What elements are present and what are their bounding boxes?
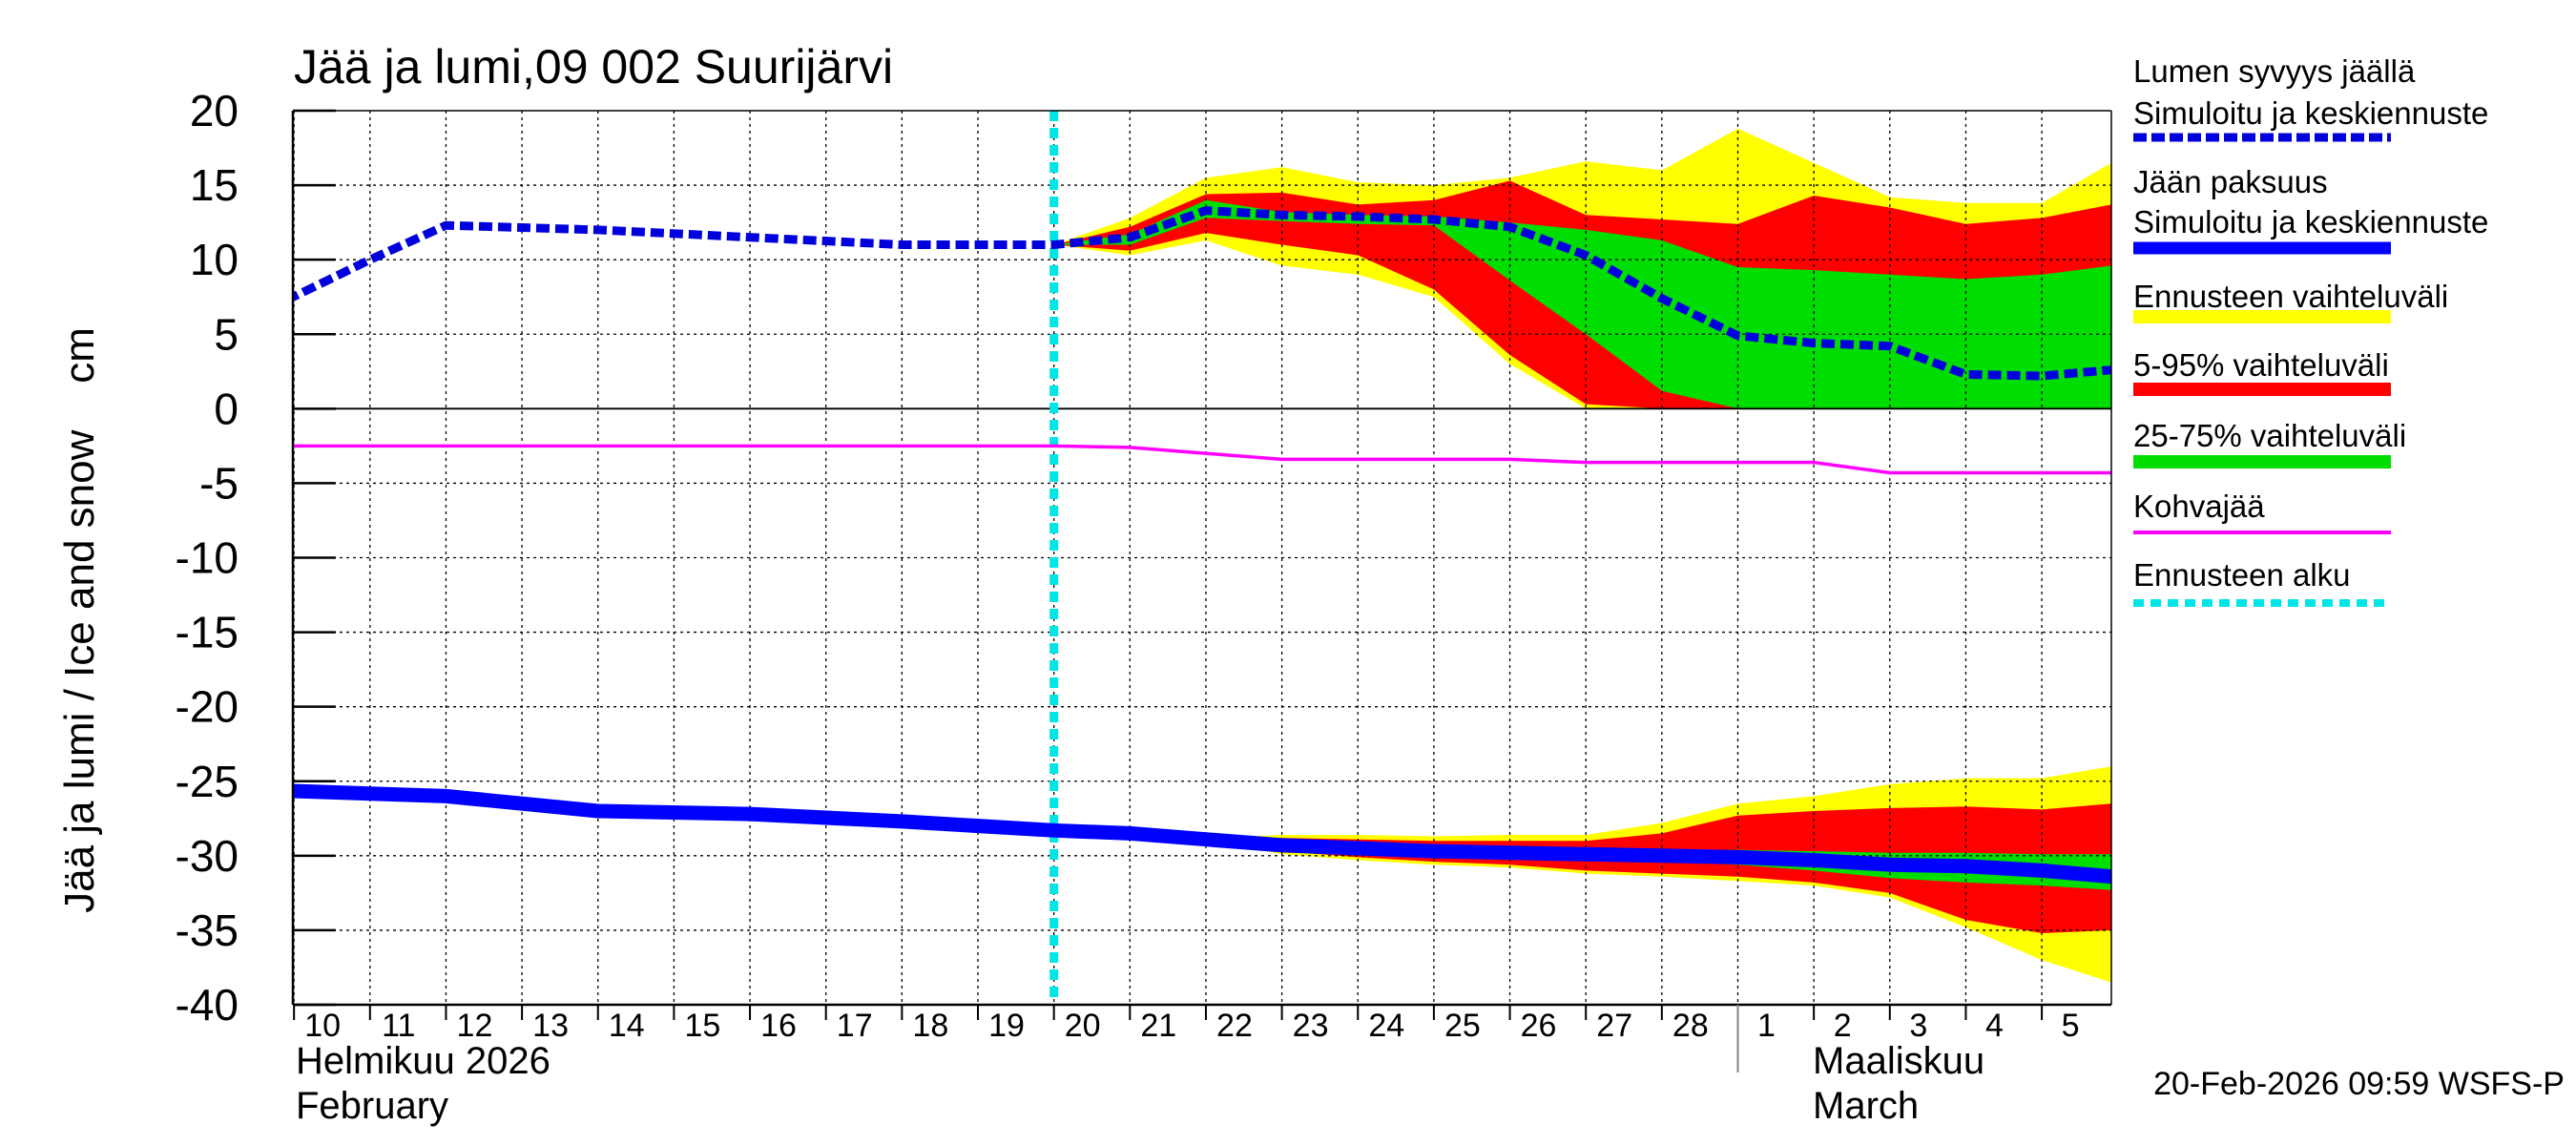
- x-tick-label: 22: [1216, 1008, 1253, 1044]
- x-tick-label: 17: [837, 1008, 873, 1044]
- band-ice-p5_95: [1053, 803, 2111, 933]
- x-tick-label: 24: [1368, 1008, 1404, 1044]
- x-tick-label: 13: [532, 1008, 569, 1044]
- ice-thickness-line: [293, 783, 2111, 885]
- x-tick-label: 20: [1065, 1008, 1101, 1044]
- plot-series: [293, 111, 2111, 1005]
- legend-label: Kohvajää: [2133, 489, 2265, 524]
- legend: Lumen syvyys jäällä Simuloitu ja keskienn…: [2133, 53, 2488, 607]
- y-tick-label: -35: [176, 906, 239, 955]
- x-tick-label: 18: [912, 1008, 948, 1044]
- x-tick-label: 10: [304, 1008, 341, 1044]
- plot-grid: [293, 111, 2111, 1005]
- legend-label: Lumen syvyys jäällä: [2133, 53, 2416, 89]
- y-tick-label: 0: [214, 384, 239, 433]
- x-tick-labels: 10 11 12 13 14 15 16 17 18 19 20 21 22 23 24 25 26 27 28 1 2…: [293, 1005, 2080, 1072]
- x-tick-label: 4: [1985, 1008, 2004, 1044]
- month-label-finnish: Helmikuu 2026: [296, 1040, 551, 1082]
- timestamp-label: 20-Feb-2026 09:59 WSFS-P: [2153, 1066, 2565, 1102]
- legend-label: Ennusteen alku: [2133, 557, 2351, 593]
- x-tick-label: 23: [1293, 1008, 1329, 1044]
- x-tick-label: 28: [1672, 1008, 1709, 1044]
- y-tick-label: -20: [176, 682, 239, 732]
- x-tick-label: 12: [457, 1008, 493, 1044]
- chart-title: Jää ja lumi,09 002 Suurijärvi: [294, 40, 893, 94]
- y-tick-label: 10: [190, 235, 239, 284]
- x-tick-label: 16: [760, 1008, 797, 1044]
- y-tick-label: 15: [190, 160, 239, 210]
- x-tick-label: 3: [1909, 1008, 1927, 1044]
- legend-label: Simuloitu ja keskiennuste: [2133, 204, 2488, 239]
- x-tick-label: 26: [1521, 1008, 1557, 1044]
- month-label-english: February: [296, 1085, 448, 1127]
- x-tick-label: 21: [1140, 1008, 1176, 1044]
- x-tick-label: 27: [1596, 1008, 1632, 1044]
- y-axis-label: Jää ja lumi / Ice and snow cm: [56, 327, 103, 913]
- y-tick-label: -15: [176, 608, 239, 657]
- y-tick-label: -10: [176, 533, 239, 583]
- y-tick-label: -30: [176, 831, 239, 881]
- legend-label: 25-75% vaihteluväli: [2133, 418, 2406, 453]
- legend-label: Simuloitu ja keskiennuste: [2133, 95, 2488, 131]
- band-snow-p25_75: [1053, 199, 2111, 409]
- x-tick-label: 5: [2062, 1008, 2080, 1044]
- legend-label: Jään paksuus: [2133, 164, 2328, 199]
- y-tick-label: 5: [214, 309, 239, 359]
- x-tick-label: 1: [1757, 1008, 1776, 1044]
- y-tick-label: -5: [199, 458, 239, 508]
- x-tick-label: 15: [684, 1008, 720, 1044]
- x-tick-label: 11: [382, 1008, 415, 1044]
- y-tick-labels: 20 15 10 5 0 -5 -10 -15 -20 -25 -30 -35 -40: [176, 86, 336, 1030]
- slush-ice-line: [293, 444, 2111, 475]
- x-tick-label: 19: [988, 1008, 1025, 1044]
- snow-depth-line: [293, 206, 2111, 381]
- y-tick-label: -40: [176, 980, 239, 1030]
- x-tick-label: 14: [609, 1008, 645, 1044]
- y-tick-label: -25: [176, 757, 239, 806]
- month-label-finnish: Maaliskuu: [1813, 1040, 1984, 1082]
- x-tick-label: 2: [1834, 1008, 1852, 1044]
- y-tick-label: 20: [190, 86, 239, 135]
- legend-label: Ennusteen vaihteluväli: [2133, 279, 2448, 314]
- legend-label: 5-95% vaihteluväli: [2133, 347, 2389, 383]
- x-tick-label: 25: [1444, 1008, 1481, 1044]
- month-label-english: March: [1813, 1085, 1919, 1127]
